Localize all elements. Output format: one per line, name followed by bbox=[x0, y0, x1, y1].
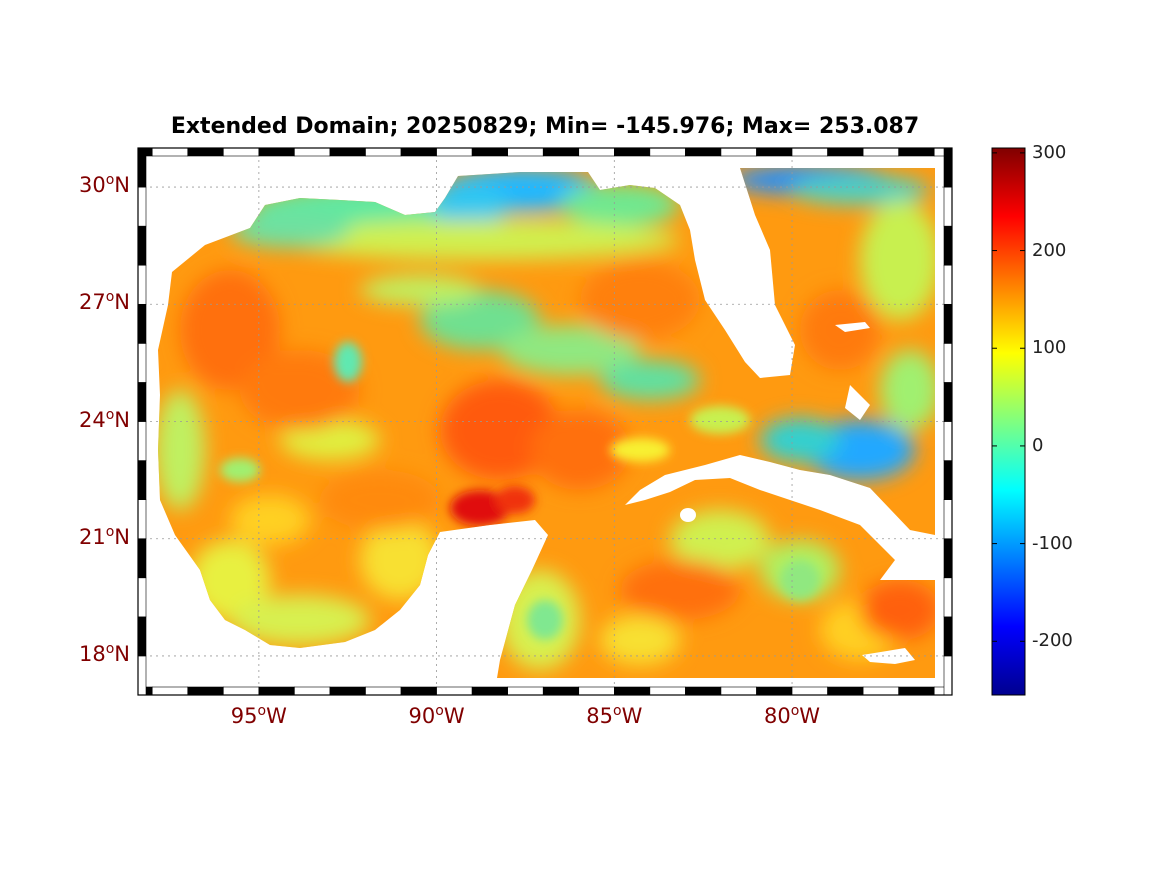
lat-tick-label: 24oN bbox=[78, 406, 130, 432]
border-segment bbox=[137, 147, 147, 188]
border-segment bbox=[137, 499, 147, 540]
lat-tick-label: 21oN bbox=[78, 523, 130, 549]
colorbar-tick-label: 0 bbox=[1032, 434, 1044, 456]
border-segment bbox=[187, 686, 224, 696]
border-segment bbox=[943, 186, 953, 227]
map-border bbox=[137, 147, 953, 696]
colorbar-tick-label: 300 bbox=[1032, 141, 1067, 163]
border-segment bbox=[898, 686, 935, 696]
border-segment bbox=[365, 686, 402, 696]
border-segment bbox=[137, 382, 147, 422]
border-segment bbox=[471, 147, 508, 157]
lat-tick-label: 18oN bbox=[78, 640, 130, 666]
colorbar-tick-label: -200 bbox=[1032, 630, 1073, 652]
border-segment bbox=[720, 686, 757, 696]
border-segment bbox=[943, 382, 953, 422]
lon-tick-label: 95oW bbox=[230, 703, 287, 728]
border-segment bbox=[258, 686, 295, 696]
border-segment bbox=[862, 147, 899, 157]
border-segment bbox=[137, 460, 147, 500]
border-segment bbox=[137, 343, 147, 383]
border-segment bbox=[137, 616, 147, 657]
border-segment bbox=[137, 303, 147, 344]
border-segment bbox=[943, 343, 953, 383]
ocean-field bbox=[158, 168, 935, 678]
border-segment bbox=[862, 686, 899, 696]
colorbar-ticks bbox=[992, 152, 1025, 642]
border-segment bbox=[137, 421, 147, 461]
border-segment bbox=[329, 686, 366, 696]
colorbar-tick-label: 200 bbox=[1032, 239, 1067, 261]
border-segment bbox=[649, 686, 686, 696]
border-segment bbox=[943, 264, 953, 305]
border-segment bbox=[756, 147, 793, 157]
border-segment bbox=[329, 147, 366, 157]
lon-tick-label: 85oW bbox=[586, 703, 643, 728]
border-segment bbox=[649, 147, 686, 157]
border-segment bbox=[791, 686, 828, 696]
border-segment bbox=[137, 655, 147, 696]
border-segment bbox=[756, 686, 793, 696]
border-segment bbox=[436, 147, 473, 157]
border-segment bbox=[400, 147, 437, 157]
border-segment bbox=[943, 499, 953, 540]
border-segment bbox=[943, 538, 953, 579]
border-segment bbox=[294, 147, 331, 157]
colorbar-tick-label: 100 bbox=[1032, 337, 1067, 359]
border-segment bbox=[400, 686, 437, 696]
lat-tick-label: 30oN bbox=[78, 172, 130, 198]
border-segment bbox=[365, 147, 402, 157]
border-segment bbox=[720, 147, 757, 157]
border-segment bbox=[614, 147, 651, 157]
border-segment bbox=[294, 686, 331, 696]
border-segment bbox=[943, 577, 953, 618]
lat-tick-label: 27oN bbox=[78, 289, 130, 315]
border-segment bbox=[137, 225, 147, 266]
border-segment bbox=[436, 686, 473, 696]
border-segment bbox=[223, 686, 260, 696]
border-segment bbox=[578, 147, 615, 157]
border-segment bbox=[898, 147, 935, 157]
border-segment bbox=[471, 686, 508, 696]
border-segment bbox=[137, 538, 147, 579]
border-segment bbox=[943, 655, 953, 696]
lon-tick-label: 80oW bbox=[763, 703, 821, 728]
border-segment bbox=[507, 686, 544, 696]
border-segment bbox=[943, 421, 953, 461]
border-segment bbox=[827, 147, 864, 157]
map-outline bbox=[137, 147, 953, 696]
lon-tick-label: 90oW bbox=[408, 703, 465, 728]
border-segment bbox=[223, 147, 260, 157]
border-segment bbox=[137, 577, 147, 618]
border-segment bbox=[137, 186, 147, 227]
border-segment bbox=[943, 460, 953, 500]
border-segment bbox=[614, 686, 651, 696]
border-segment bbox=[943, 225, 953, 266]
map-title: Extended Domain; 20250829; Min= -145.976… bbox=[170, 114, 920, 139]
border-segment bbox=[187, 147, 224, 157]
border-segment bbox=[578, 686, 615, 696]
border-segment bbox=[542, 147, 580, 157]
colorbar bbox=[991, 147, 1026, 696]
border-segment bbox=[258, 147, 295, 157]
map-grid bbox=[138, 148, 952, 695]
border-segment bbox=[542, 686, 580, 696]
border-segment bbox=[791, 147, 828, 157]
border-segment bbox=[507, 147, 544, 157]
border-segment bbox=[685, 686, 722, 696]
border-segment bbox=[943, 303, 953, 344]
border-segment bbox=[943, 147, 953, 188]
border-segment bbox=[137, 264, 147, 305]
border-segment bbox=[827, 686, 864, 696]
border-segment bbox=[151, 686, 189, 696]
border-segment bbox=[943, 616, 953, 657]
border-segment bbox=[685, 147, 722, 157]
border-segment bbox=[151, 147, 189, 157]
colorbar-tick-label: -100 bbox=[1032, 532, 1073, 554]
